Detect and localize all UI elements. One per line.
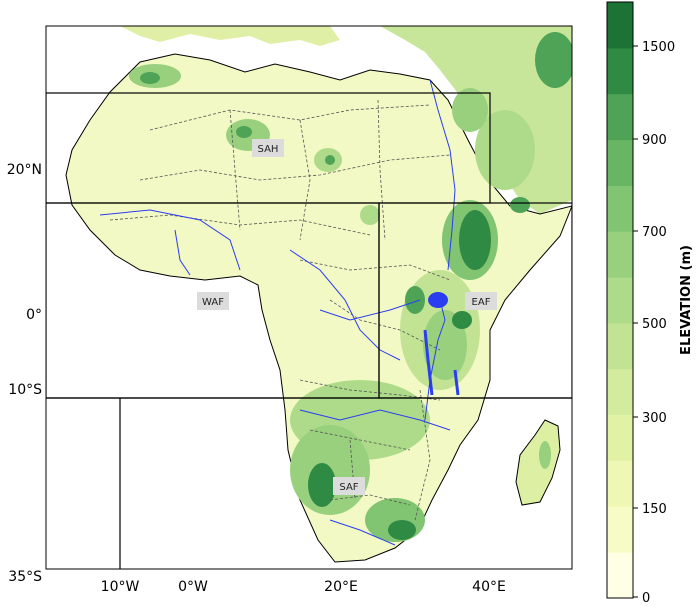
- colorbar-frame: [606, 1, 634, 599]
- colorbar-band: [607, 185, 633, 232]
- colorbar: [607, 2, 633, 599]
- region-label-saf: SAF: [339, 482, 358, 493]
- colorbar-band: [607, 414, 633, 461]
- lon-tick-0w: 0°W: [178, 579, 208, 595]
- lake-malawi: [453, 369, 460, 396]
- lat-ticks: 20°N 0° 10°S 35°S: [7, 162, 42, 585]
- colorbar-tick: 0: [642, 591, 650, 606]
- colorbar-band: [607, 93, 633, 141]
- lon-tick-10w: 10°W: [101, 579, 140, 595]
- colorbar-band: [607, 460, 633, 507]
- lat-tick-20n: 20°N: [7, 162, 42, 178]
- colorbar-band: [607, 322, 633, 370]
- region-label-bg: [465, 292, 497, 310]
- lon-ticks: 10°W 0°W 20°E 40°E: [101, 579, 506, 595]
- lat-tick-35s: 35°S: [8, 569, 42, 585]
- europe-land: [120, 26, 340, 46]
- colorbar-band: [607, 2, 633, 49]
- colorbar-band: [607, 47, 633, 95]
- colorbar-tick: 150: [642, 502, 667, 517]
- lat-tick-0: 0°: [26, 307, 42, 323]
- colorbar-band: [607, 277, 633, 324]
- region-label-bg: [252, 139, 284, 157]
- region-label-sah: SAH: [258, 144, 279, 155]
- country-borders: [109, 99, 451, 521]
- colorbar-ticks: 0 150 300 500 700 900 1500: [633, 40, 675, 606]
- lon-tick-20e: 20°E: [324, 579, 358, 595]
- colorbar-band: [607, 506, 633, 553]
- lon-tick-40e: 40°E: [472, 579, 506, 595]
- colorbar-band: [607, 552, 633, 599]
- lake-tanganyika: [423, 329, 434, 396]
- colorbar-tick: 900: [642, 133, 667, 148]
- lake-victoria: [428, 292, 448, 308]
- region-label-eaf: EAF: [472, 297, 491, 308]
- region-labels: SAH WAF EAF SAF: [197, 139, 497, 495]
- colorbar-tick: 300: [642, 411, 667, 426]
- madagascar: [515, 419, 561, 506]
- map-frame: [45, 25, 573, 570]
- africa-land: [65, 53, 572, 563]
- colorbar-tick: 500: [642, 317, 667, 332]
- colorbar-tick: 700: [642, 225, 667, 240]
- region-boxes: [46, 92, 572, 569]
- lat-tick-10s: 10°S: [8, 382, 42, 398]
- colorbar-band: [607, 368, 633, 416]
- region-label-bg: [333, 477, 365, 495]
- colorbar-band: [607, 139, 633, 186]
- rivers: [99, 79, 456, 546]
- colorbar-label: ELEVATION (m): [679, 245, 694, 355]
- colorbar-tick: 1500: [642, 40, 675, 55]
- colorbar-band: [607, 231, 633, 278]
- region-label-bg: [197, 292, 229, 310]
- region-label-waf: WAF: [202, 297, 224, 308]
